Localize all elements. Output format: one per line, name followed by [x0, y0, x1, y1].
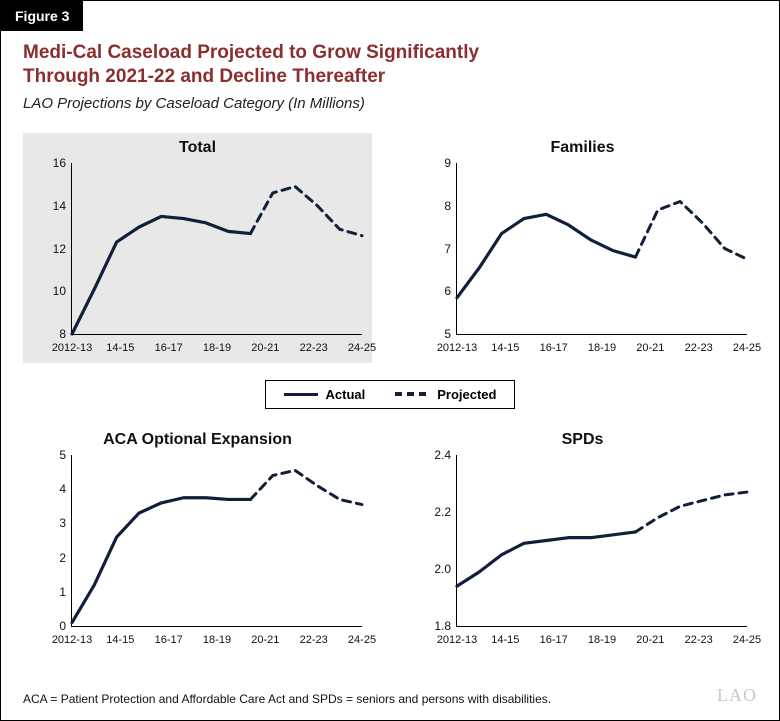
series-actual — [72, 216, 250, 334]
y-tick: 8 — [32, 327, 66, 341]
chart-title: Families — [408, 133, 757, 157]
legend-actual-label: Actual — [326, 387, 366, 402]
series-svg — [457, 163, 747, 334]
y-tick: 9 — [417, 156, 451, 170]
charts-grid: Total8101214162012-1314-1516-1718-1920-2… — [23, 133, 757, 655]
x-tick: 16-17 — [540, 634, 568, 646]
x-tick: 20-21 — [636, 634, 664, 646]
chart-title: ACA Optional Expansion — [23, 425, 372, 449]
chart-spds: SPDs1.82.02.22.42012-1314-1516-1718-1920… — [408, 425, 757, 655]
chart-families: Families567892012-1314-1516-1718-1920-21… — [408, 133, 757, 363]
series-projected — [635, 492, 747, 532]
y-tick: 14 — [32, 199, 66, 213]
x-tick: 18-19 — [588, 342, 616, 354]
series-projected — [635, 201, 747, 259]
x-tick: 18-19 — [203, 342, 231, 354]
chart-title: SPDs — [408, 425, 757, 449]
figure-badge: Figure 3 — [1, 1, 83, 31]
legend-projected-label: Projected — [437, 387, 496, 402]
x-tick: 14-15 — [106, 342, 134, 354]
y-tick: 1 — [32, 585, 66, 599]
x-tick: 24-25 — [348, 342, 376, 354]
y-tick: 6 — [417, 284, 451, 298]
x-tick: 20-21 — [636, 342, 664, 354]
x-tick: 14-15 — [106, 634, 134, 646]
x-tick: 22-23 — [685, 634, 713, 646]
chart-title: Total — [23, 133, 372, 157]
legend-actual: Actual — [284, 387, 366, 402]
series-actual — [457, 214, 635, 297]
plot-area: 8101214162012-1314-1516-1718-1920-2122-2… — [71, 163, 362, 335]
series-projected — [250, 187, 362, 236]
x-tick: 14-15 — [491, 342, 519, 354]
x-tick: 2012-13 — [52, 634, 92, 646]
legend-projected: Projected — [395, 387, 496, 402]
plot-area: 0123452012-1314-1516-1718-1920-2122-2324… — [71, 455, 362, 627]
y-tick: 3 — [32, 516, 66, 530]
y-tick: 5 — [32, 448, 66, 462]
chart-total: Total8101214162012-1314-1516-1718-1920-2… — [23, 133, 372, 363]
plot-area: 567892012-1314-1516-1718-1920-2122-2324-… — [456, 163, 747, 335]
series-projected — [250, 470, 362, 504]
series-svg — [72, 455, 362, 626]
y-tick: 2 — [32, 551, 66, 565]
legend-row: Actual Projected — [23, 373, 757, 415]
plot-area: 1.82.02.22.42012-1314-1516-1718-1920-212… — [456, 455, 747, 627]
legend-box: Actual Projected — [265, 380, 516, 409]
y-tick: 5 — [417, 327, 451, 341]
x-tick: 18-19 — [588, 634, 616, 646]
x-tick: 24-25 — [733, 342, 761, 354]
y-tick: 10 — [32, 284, 66, 298]
x-tick: 22-23 — [300, 342, 328, 354]
x-tick: 14-15 — [491, 634, 519, 646]
y-tick: 16 — [32, 156, 66, 170]
x-tick: 2012-13 — [437, 634, 477, 646]
x-tick: 2012-13 — [437, 342, 477, 354]
y-tick: 1.8 — [417, 619, 451, 633]
y-tick: 4 — [32, 482, 66, 496]
x-tick: 16-17 — [540, 342, 568, 354]
brand-mark: LAO — [717, 685, 757, 706]
x-tick: 24-25 — [348, 634, 376, 646]
series-svg — [457, 455, 747, 626]
x-tick: 2012-13 — [52, 342, 92, 354]
legend-swatch-dash — [395, 392, 429, 396]
x-tick: 16-17 — [155, 634, 183, 646]
y-tick: 2.4 — [417, 448, 451, 462]
y-tick: 12 — [32, 242, 66, 256]
x-tick: 20-21 — [251, 634, 279, 646]
chart-aca: ACA Optional Expansion0123452012-1314-15… — [23, 425, 372, 655]
figure-container: Figure 3 Medi-Cal Caseload Projected to … — [0, 0, 780, 721]
x-tick: 20-21 — [251, 342, 279, 354]
y-tick: 8 — [417, 199, 451, 213]
legend-swatch-solid — [284, 393, 318, 396]
y-tick: 2.0 — [417, 562, 451, 576]
series-actual — [72, 498, 250, 623]
x-tick: 16-17 — [155, 342, 183, 354]
x-tick: 22-23 — [685, 342, 713, 354]
headline: Medi-Cal Caseload Projected to Grow Sign… — [23, 41, 479, 89]
x-tick: 24-25 — [733, 634, 761, 646]
x-tick: 18-19 — [203, 634, 231, 646]
x-tick: 22-23 — [300, 634, 328, 646]
subhead: LAO Projections by Caseload Category (In… — [23, 95, 365, 112]
series-actual — [457, 532, 635, 586]
y-tick: 7 — [417, 242, 451, 256]
series-svg — [72, 163, 362, 334]
y-tick: 0 — [32, 619, 66, 633]
footnote: ACA = Patient Protection and Affordable … — [23, 692, 551, 706]
y-tick: 2.2 — [417, 505, 451, 519]
